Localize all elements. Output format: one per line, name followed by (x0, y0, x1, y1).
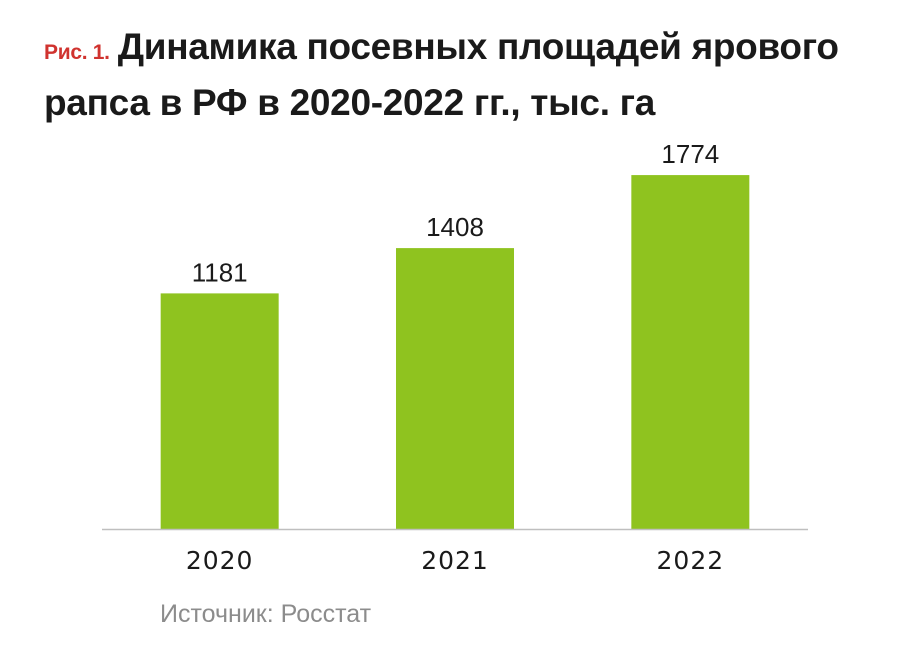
title-text: Динамика посевных площадей ярового рапса… (44, 26, 839, 123)
figure-label: Рис. 1. (44, 41, 110, 64)
data-label-2020: 1181 (192, 257, 248, 287)
bar-2021 (396, 248, 514, 529)
chart-title: Рис. 1. Динамика посевных площадей яровог… (44, 22, 894, 128)
data-label-2022: 1774 (661, 139, 719, 169)
x-tick-label-2020: 2020 (186, 546, 254, 575)
source-note: Источник: Росстат (160, 600, 372, 628)
bar-2020 (160, 293, 279, 529)
bar-2022 (631, 175, 750, 529)
data-label-2021: 1408 (426, 212, 484, 242)
x-tick-label-2022: 2022 (657, 546, 725, 575)
x-tick-label-2021: 2021 (421, 546, 489, 575)
